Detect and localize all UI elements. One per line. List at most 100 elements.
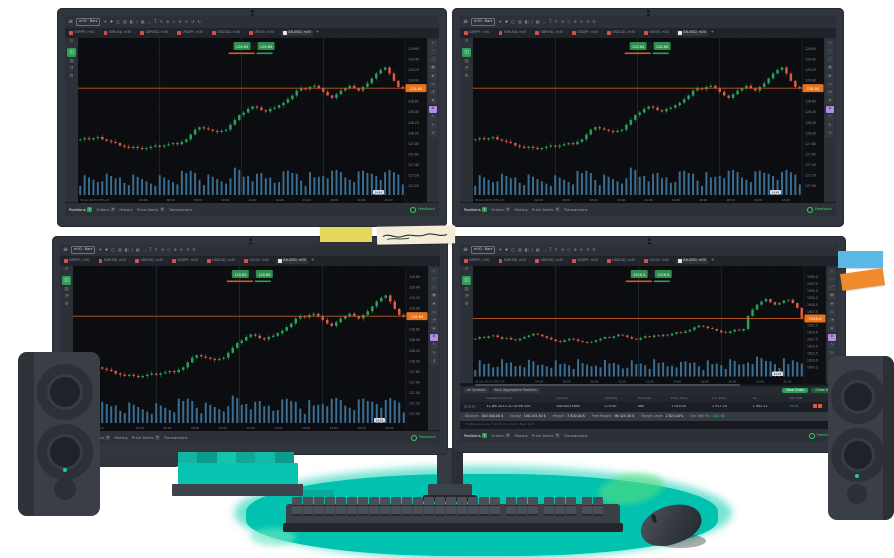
plus-icon[interactable]: + (826, 40, 834, 47)
keyboard-key[interactable] (468, 506, 478, 516)
chart-tab-1[interactable]: EURUSD, m30 (497, 258, 529, 264)
pattern-icon[interactable]: ◇ (167, 247, 171, 252)
draw-icon[interactable]: ✎ (159, 19, 163, 24)
chart-tab-6[interactable]: XAUUSD, m30 (676, 30, 708, 36)
layout-icon[interactable]: ▤ (464, 286, 469, 292)
chart-tab-6[interactable]: XAUUSD, m30 (276, 258, 308, 264)
layout-icon[interactable]: ▤ (69, 58, 74, 64)
keyboard-keys[interactable] (292, 497, 616, 517)
settings-icon[interactable]: ⚙ (464, 301, 469, 307)
area-icon[interactable]: ◧ (524, 19, 529, 24)
settings-icon[interactable]: ⚙ (464, 73, 469, 79)
keyboard-key[interactable] (292, 506, 302, 516)
redo-icon[interactable]: ↻ (197, 19, 201, 24)
chart-tab-4[interactable]: USDCAD, m30 (210, 30, 242, 36)
keyboard-key[interactable] (303, 506, 313, 516)
add-tab-button[interactable]: + (710, 257, 715, 263)
chart-canvas[interactable]: 128.84 129.60 129.40 129.20 129.00 128.60 128.… (73, 266, 428, 431)
grid-icon[interactable]: ▦ (429, 64, 437, 72)
row-checkbox[interactable] (468, 404, 471, 408)
history-icon[interactable]: ◔ (464, 294, 469, 299)
expand-icon[interactable]: ⤢ (826, 56, 834, 64)
close-position-button[interactable] (817, 404, 822, 409)
undo-icon[interactable]: ↺ (186, 247, 190, 252)
menu-icon[interactable]: ≡ (464, 267, 469, 272)
row-checkbox[interactable] (464, 404, 467, 408)
rect-icon[interactable]: ▭ (828, 308, 836, 316)
plus-icon[interactable]: + (429, 40, 437, 47)
crosshair-icon[interactable]: ✚ (504, 247, 509, 252)
grid-icon[interactable]: ▦ (140, 19, 145, 24)
area-icon[interactable]: ◧ (524, 247, 529, 252)
grid-icon[interactable]: ▦ (535, 19, 540, 24)
fib-icon[interactable]: ≋ (160, 247, 165, 252)
chart-tab-1[interactable]: EURUSD, m30 (97, 258, 129, 264)
pencil-icon[interactable]: ✎ (826, 121, 834, 129)
fib-icon[interactable]: ≋ (560, 247, 565, 252)
cursor-icon[interactable]: ✛ (98, 247, 102, 252)
text-icon[interactable]: T (549, 19, 552, 24)
gear-icon[interactable]: ⚙ (429, 105, 437, 113)
fib-icon[interactable]: ≋ (165, 19, 170, 24)
line-icon[interactable]: ∕ (136, 19, 138, 24)
grid-icon[interactable]: ▦ (430, 292, 438, 300)
wave-icon[interactable]: ∿ (430, 341, 438, 349)
add-tab-button[interactable]: + (315, 29, 320, 35)
feedback-link[interactable]: Feedback (809, 432, 834, 439)
chart-tab-3[interactable]: USDJPY, m30 (175, 30, 205, 36)
active-chart-icon[interactable]: ◫ (62, 275, 71, 285)
keyboard-key[interactable] (402, 506, 412, 516)
zoom-out-icon[interactable]: ⊖ (184, 19, 189, 24)
redo-icon[interactable]: ↻ (592, 247, 596, 252)
keyboard-key[interactable] (347, 506, 357, 516)
add-tab-button[interactable]: + (710, 29, 715, 35)
keyboard-key[interactable] (369, 506, 379, 516)
minus-icon[interactable]: − (430, 276, 438, 284)
palette-icon[interactable]: ◈ (430, 325, 438, 333)
close-position-buttons[interactable] (812, 404, 822, 409)
keyboard-key[interactable] (555, 506, 565, 516)
bars-icon[interactable]: ▥ (122, 19, 127, 24)
chart-tab-2[interactable]: GBPUSD, m30 (138, 30, 170, 36)
zoom-in-icon[interactable]: ⊕ (573, 247, 577, 252)
active-chart-icon[interactable]: ◫ (67, 47, 76, 57)
keyboard-key[interactable] (582, 506, 592, 516)
candles-icon[interactable]: ◫ (511, 247, 515, 252)
menu-icon[interactable]: ≡ (64, 267, 69, 272)
bottom-tab-transactions[interactable]: Transactions (564, 207, 588, 212)
expand-icon[interactable]: ⤢ (429, 56, 437, 64)
keyboard-key[interactable] (391, 506, 401, 516)
undo-icon[interactable]: ↺ (586, 247, 590, 252)
active-chart-icon[interactable]: ◫ (462, 47, 471, 57)
keyboard-key[interactable] (544, 506, 554, 516)
redo-icon[interactable]: ↻ (192, 247, 196, 252)
refresh-icon[interactable]: ↺ (826, 130, 834, 138)
bottom-tab-transactions[interactable]: Transactions (164, 435, 188, 440)
undo-icon[interactable]: ↺ (191, 19, 195, 24)
keyboard-key[interactable] (479, 506, 489, 516)
area-icon[interactable]: ◧ (129, 19, 134, 24)
position-row[interactable]: 31 Jan 2023 21:14:56.320 XAUUSD.cash 175.0… (460, 402, 838, 412)
volume-knob[interactable] (847, 484, 867, 504)
minus-icon[interactable]: − (429, 48, 437, 56)
chart-tab-6[interactable]: XAUUSD, m30 (676, 258, 708, 264)
bottom-tab-history[interactable]: History (114, 435, 128, 440)
close-all-button[interactable]: Close All (811, 387, 834, 394)
keyboard-key[interactable] (490, 506, 500, 516)
chart-tab-2[interactable]: GBPUSD, m30 (533, 258, 565, 264)
cross-icon[interactable]: ✚ (429, 72, 437, 80)
chart-tab-5[interactable]: US500, m30 (247, 30, 276, 36)
bottom-tab-history[interactable]: History (119, 207, 133, 212)
zoom-in-icon[interactable]: ⊕ (178, 19, 182, 24)
bottom-tab-transactions[interactable]: Transactions (564, 433, 588, 438)
bars-icon[interactable]: ▥ (517, 247, 522, 252)
minus-icon[interactable]: − (826, 48, 834, 56)
chart-tab-2[interactable]: GBPUSD, m30 (133, 258, 165, 264)
rect-icon[interactable]: ▭ (429, 80, 437, 88)
palette-icon[interactable]: ◈ (828, 325, 836, 333)
bottom-tab-price-alerts[interactable]: Price Alerts 0 (532, 433, 560, 438)
zoom-in-icon[interactable]: ⊕ (573, 19, 577, 24)
palette-icon[interactable]: ◈ (826, 97, 834, 105)
